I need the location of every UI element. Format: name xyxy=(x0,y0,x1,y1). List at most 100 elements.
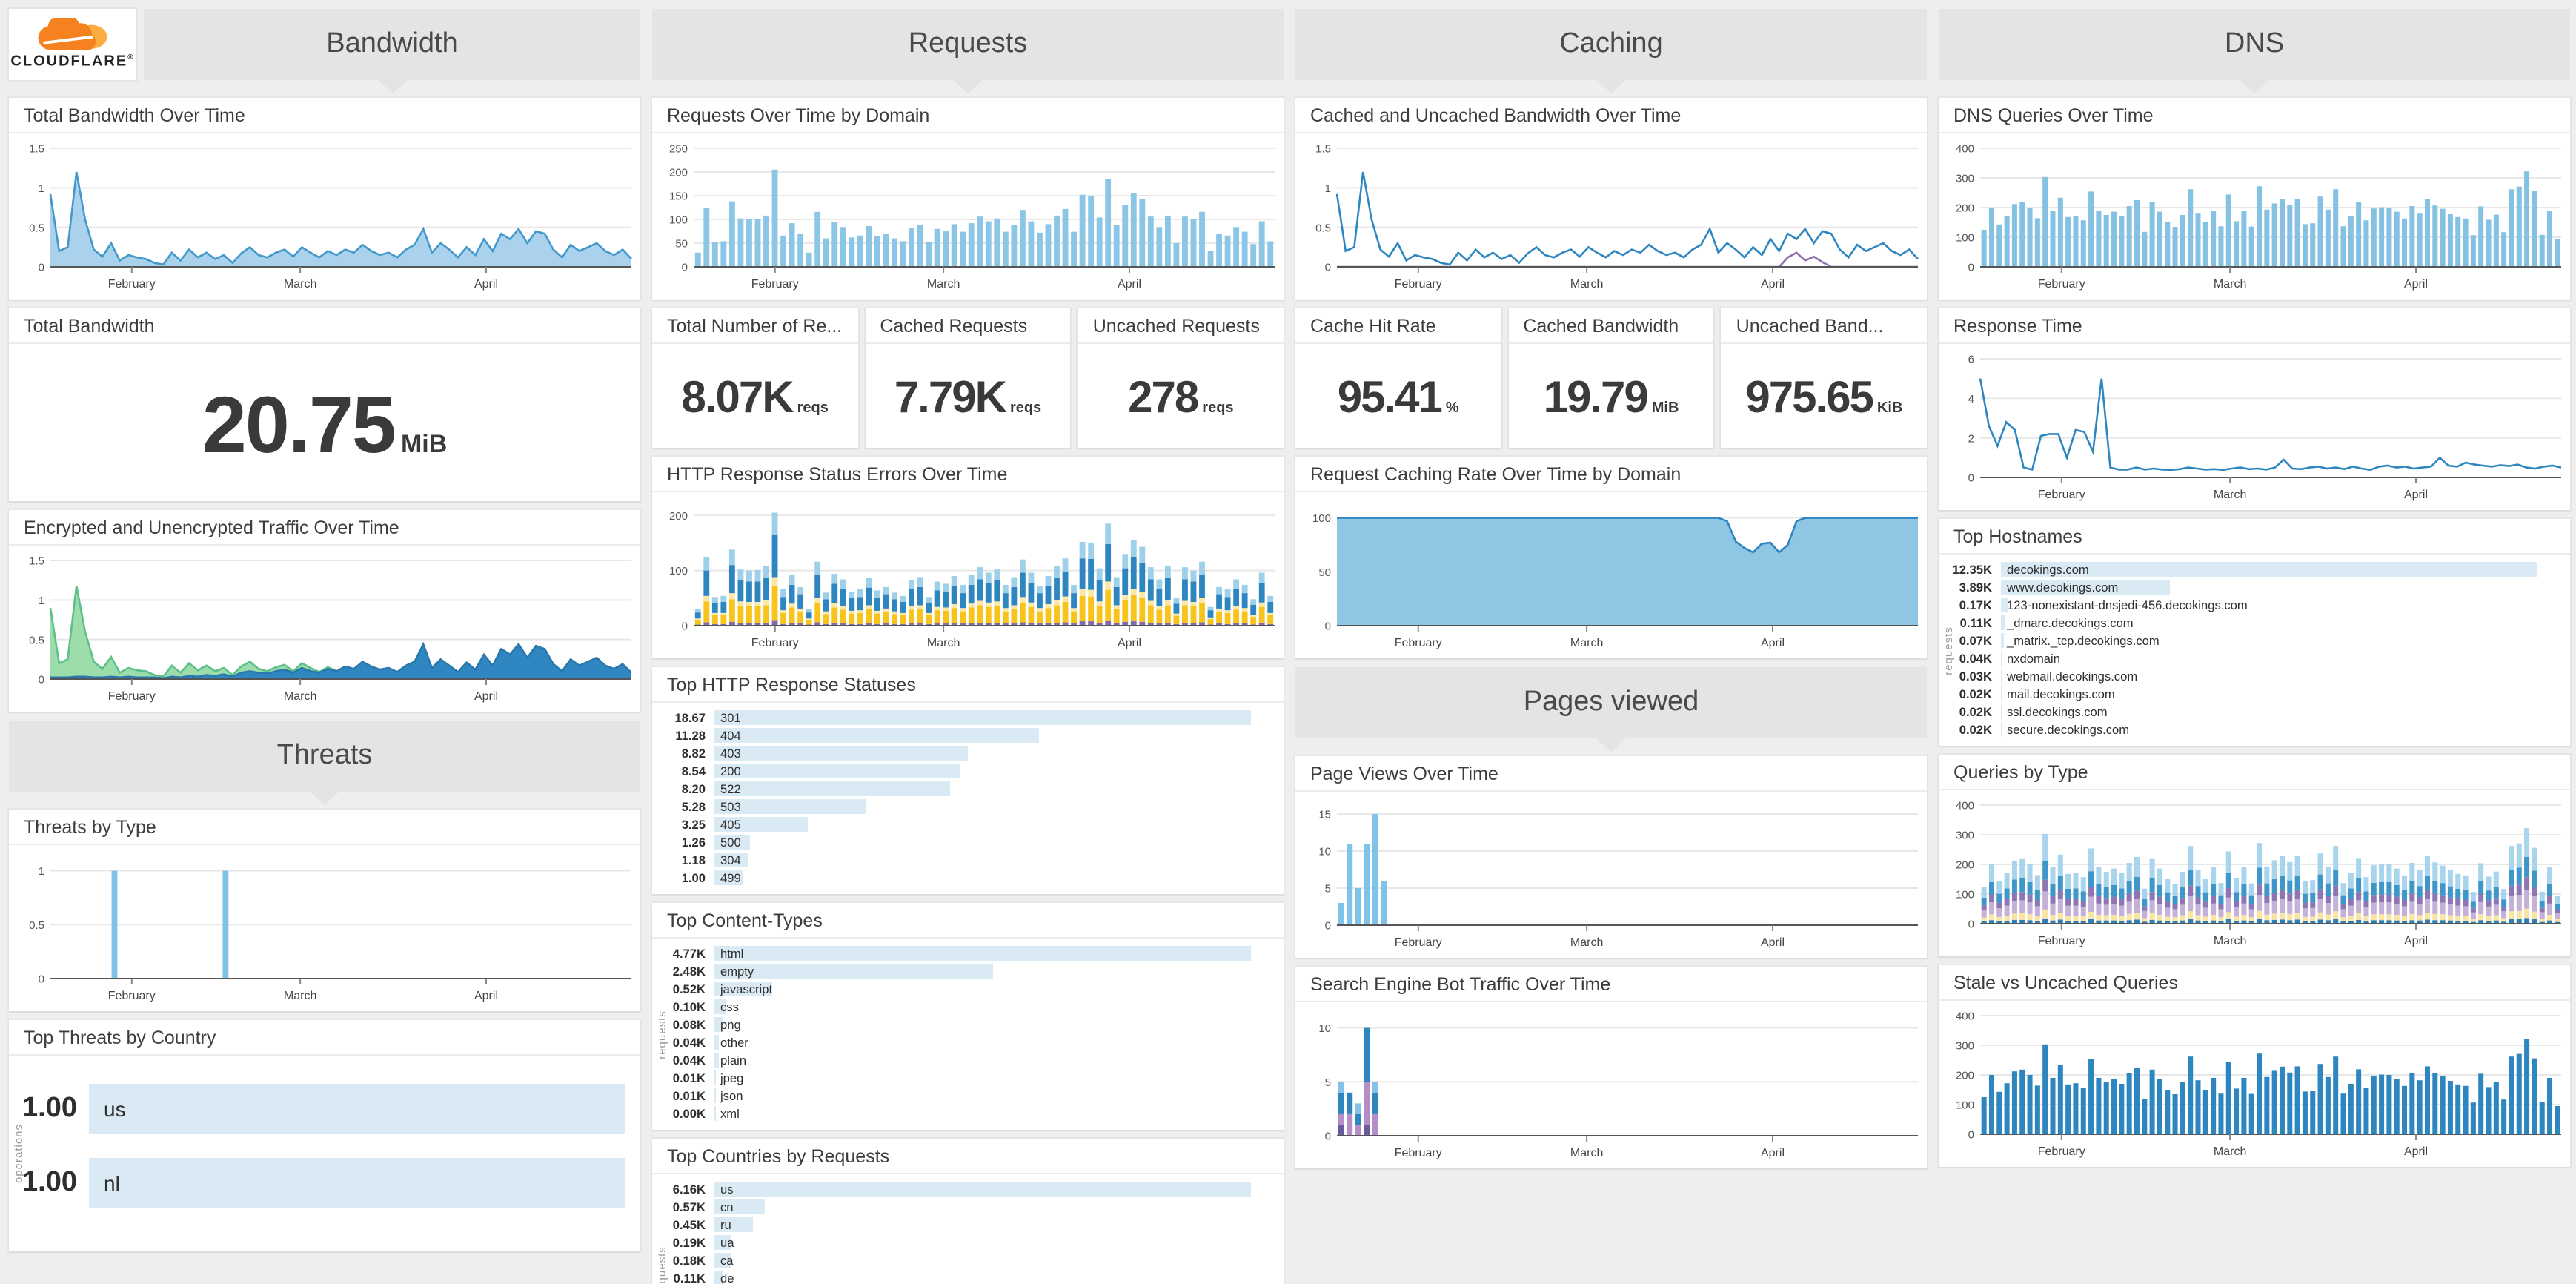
list-item-value: 0.02K xyxy=(1959,722,1992,737)
list-item-bar xyxy=(714,946,1252,961)
list-item-value: 0.52K xyxy=(672,982,706,996)
panel-total-requests-stat: Total Number of Re... 8.07K reqs xyxy=(652,308,858,448)
list-item[interactable]: 0.11K de xyxy=(652,1269,1284,1284)
list-item[interactable]: 0.02K mail.decokings.com xyxy=(1939,685,2570,703)
svg-text:March: March xyxy=(2214,278,2246,291)
svg-text:February: February xyxy=(2038,278,2085,291)
requests-over-time-bar-chart[interactable]: 0 50 100 150 200 250 February March April xyxy=(652,136,1284,297)
list-item[interactable]: 1.00 us xyxy=(9,1082,640,1136)
svg-text:April: April xyxy=(1118,278,1141,291)
dns-queries-bar-chart[interactable]: 0 100 200 300 400 February March April xyxy=(1939,136,2570,297)
list-item[interactable]: 0.04K plain xyxy=(652,1051,1284,1069)
list-item[interactable]: 6.16K us xyxy=(652,1180,1284,1198)
svg-text:1.5: 1.5 xyxy=(29,143,44,156)
list-item[interactable]: 0.18K ca xyxy=(652,1251,1284,1269)
list-item[interactable]: 12.35K decokings.com xyxy=(1939,560,2570,578)
list-item[interactable]: 1.00 nl xyxy=(9,1156,640,1210)
list-item[interactable]: 0.07K _matrix._tcp.decokings.com xyxy=(1939,632,2570,649)
panel-title: Queries by Type xyxy=(1939,755,2570,790)
threats-by-type-bar-chart[interactable]: 0 0.5 1 February March April xyxy=(9,848,640,1008)
list-item[interactable]: 1.26 500 xyxy=(652,833,1284,851)
list-item[interactable]: 0.52K javascript xyxy=(652,980,1284,998)
list-item-value: 4.77K xyxy=(672,946,706,961)
panel-threats-by-type: Threats by Type 0 0.5 1 February March April xyxy=(9,810,640,1011)
search-bot-stacked-bar-chart[interactable]: 0 5 10 February March April xyxy=(1295,1005,1927,1165)
list-item[interactable]: 3.89K www.decokings.com xyxy=(1939,578,2570,596)
list-item[interactable]: 0.03K webmail.decokings.com xyxy=(1939,667,2570,685)
list-item[interactable]: 0.10K css xyxy=(652,998,1284,1016)
encrypted-traffic-area-chart[interactable]: 0 0.5 1 1.5 February March April xyxy=(9,549,640,709)
list-item[interactable]: 8.20 522 xyxy=(652,780,1284,798)
list-item-value: 18.67 xyxy=(674,710,706,725)
list-item-value: 0.02K xyxy=(1959,686,1992,701)
top-hostnames-list: requests 12.35K decokings.com 3.89K www.deco… xyxy=(1939,555,2570,746)
svg-text:400: 400 xyxy=(1956,143,1974,156)
list-item[interactable]: 0.08K png xyxy=(652,1016,1284,1033)
cached-uncached-line-chart[interactable]: 0 0.5 1 1.5 February March April xyxy=(1295,136,1927,297)
svg-text:250: 250 xyxy=(669,143,688,156)
list-item[interactable]: 0.45K ru xyxy=(652,1216,1284,1234)
list-item[interactable]: 1.00 499 xyxy=(652,869,1284,887)
panel-title: Total Number of Re... xyxy=(652,308,858,344)
list-item[interactable]: 11.28 404 xyxy=(652,727,1284,744)
stat-unit: MiB xyxy=(400,430,448,458)
list-item-bar xyxy=(2001,722,2002,737)
list-item[interactable]: 0.19K ua xyxy=(652,1234,1284,1251)
list-item[interactable]: 2.48K empty xyxy=(652,962,1284,980)
list-item[interactable]: 0.57K cn xyxy=(652,1198,1284,1216)
response-time-line-chart[interactable]: 0 2 4 6 February March April xyxy=(1939,347,2570,507)
list-item[interactable]: 5.28 503 xyxy=(652,798,1284,815)
list-item[interactable]: 0.11K _dmarc.decokings.com xyxy=(1939,614,2570,632)
list-item-bar xyxy=(2001,615,2006,630)
queries-by-type-stacked-bar-chart[interactable]: 0 100 200 300 400 February March April xyxy=(1939,793,2570,953)
list-item-label: 404 xyxy=(720,728,741,743)
top-http-statuses-list: 18.67 301 11.28 404 8.82 403 8.54 200 8.20 522 5.2… xyxy=(652,703,1284,894)
list-item[interactable]: 4.77K html xyxy=(652,944,1284,962)
list-item-bar xyxy=(714,781,951,796)
list-item-bar xyxy=(2001,562,2538,577)
list-item-value: 1.18 xyxy=(681,853,706,867)
stat-number: 8.07K xyxy=(681,374,794,423)
panel-top-content-types: Top Content-Types requests 4.77K html 2.48K… xyxy=(652,903,1284,1130)
list-item[interactable]: 0.02K secure.decokings.com xyxy=(1939,721,2570,738)
list-item-label: decokings.com xyxy=(2007,562,2089,577)
list-item-value: 0.02K xyxy=(1959,704,1992,719)
svg-text:April: April xyxy=(1761,936,1785,949)
list-item[interactable]: 8.54 200 xyxy=(652,762,1284,780)
list-item-value: 0.17K xyxy=(1959,598,1992,612)
panel-top-threats-by-country: Top Threats by Country operations 1.00 us 1… xyxy=(9,1020,640,1251)
list-item[interactable]: 0.02K ssl.decokings.com xyxy=(1939,703,2570,721)
list-item[interactable]: 0.01K json xyxy=(652,1087,1284,1105)
list-item-bar xyxy=(2001,669,2002,684)
list-item[interactable]: 3.25 405 xyxy=(652,815,1284,833)
list-item[interactable]: 8.82 403 xyxy=(652,744,1284,762)
list-item-value: 2.48K xyxy=(672,964,706,979)
list-item[interactable]: 1.18 304 xyxy=(652,851,1284,869)
list-item-bar xyxy=(714,999,726,1014)
list-item-bar xyxy=(714,746,969,761)
svg-text:400: 400 xyxy=(1956,1010,1974,1023)
list-item[interactable]: 0.00K xml xyxy=(652,1105,1284,1122)
svg-text:300: 300 xyxy=(1956,173,1974,185)
cloudflare-logo[interactable]: CLOUDFLARE® xyxy=(9,9,136,80)
list-item[interactable]: 18.67 301 xyxy=(652,709,1284,727)
top-countries-list: requests 6.16K us 0.57K cn 0.45K ru 0.19K ua 0.18… xyxy=(652,1174,1284,1284)
list-item-value: 0.57K xyxy=(672,1199,706,1214)
http-errors-stacked-bar-chart[interactable]: 0 100 200 February March April xyxy=(652,495,1284,655)
request-caching-rate-area-chart[interactable]: 0 50 100 February March April xyxy=(1295,495,1927,655)
page-views-bar-chart[interactable]: 0 5 10 15 February March April xyxy=(1295,795,1927,955)
svg-text:100: 100 xyxy=(1312,512,1331,525)
list-item[interactable]: 0.01K jpeg xyxy=(652,1069,1284,1087)
section-header-threats: Threats xyxy=(9,721,640,805)
list-item[interactable]: 0.04K nxdomain xyxy=(1939,649,2570,667)
list-item-label: empty xyxy=(720,964,754,979)
list-item[interactable]: 0.04K other xyxy=(652,1033,1284,1051)
list-item[interactable]: 0.17K 123-nonexistant-dnsjedi-456.decokin… xyxy=(1939,596,2570,614)
stale-vs-uncached-bar-chart[interactable]: 0 100 200 300 400 February March April xyxy=(1939,1004,2570,1164)
section-header-bandwidth: Bandwidth xyxy=(144,9,640,93)
list-item-label: 403 xyxy=(720,746,741,761)
svg-text:0: 0 xyxy=(1968,262,1974,274)
total-bandwidth-area-chart[interactable]: 0 0.5 1 1.5 February March April xyxy=(9,136,640,297)
svg-text:April: April xyxy=(2404,935,2428,947)
